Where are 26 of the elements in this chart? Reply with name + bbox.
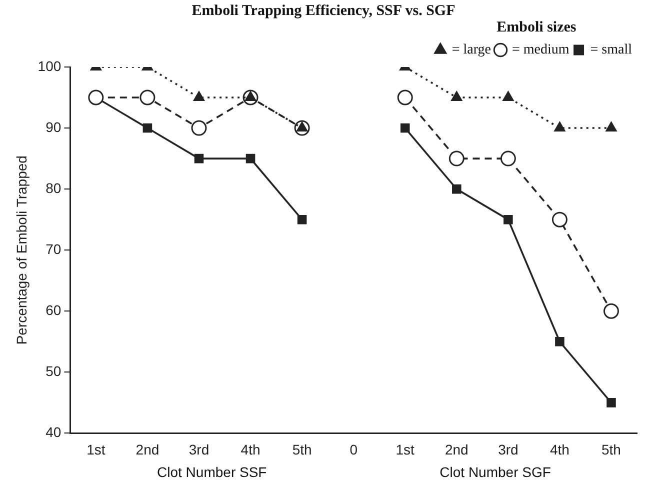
y-tick-label: 60 xyxy=(46,302,62,318)
x-tick-label: 1st xyxy=(86,441,106,458)
y-tick-label: 40 xyxy=(46,424,62,440)
x-tick-label: 5th xyxy=(292,441,312,458)
chart-title: Emboli Trapping Efficiency, SSF vs. SGF xyxy=(192,2,456,19)
x-tick-label: 3rd xyxy=(188,441,210,458)
text: Clot Number SSF xyxy=(157,464,267,480)
x-tick-label: 4th xyxy=(550,441,570,458)
x-tick-label: 0 xyxy=(350,441,358,458)
x-tick-label: 2nd xyxy=(136,441,160,458)
x-tick-label: 3rd xyxy=(498,441,518,458)
legend-label: = large xyxy=(452,42,491,58)
y-tick-label: 80 xyxy=(46,180,62,196)
x-tick-label: 2nd xyxy=(444,441,468,458)
x-tick-label: 1st xyxy=(396,441,415,458)
y-tick-label: 90 xyxy=(46,118,62,135)
y-tick-label: 50 xyxy=(46,363,62,380)
legend-label: = small xyxy=(590,42,632,58)
x-tick-label: 5th xyxy=(602,441,621,458)
y-tick-label: 70 xyxy=(46,240,62,257)
y-axis-title: Percentage of Emboli Trapped xyxy=(13,156,30,345)
y-tick-label: 100 xyxy=(38,58,62,74)
legend-title: Emboli sizes xyxy=(496,19,576,36)
x-tick-label: 4th xyxy=(240,441,260,458)
legend-label: = medium xyxy=(512,42,570,58)
text: Clot Number SGF xyxy=(440,464,551,480)
